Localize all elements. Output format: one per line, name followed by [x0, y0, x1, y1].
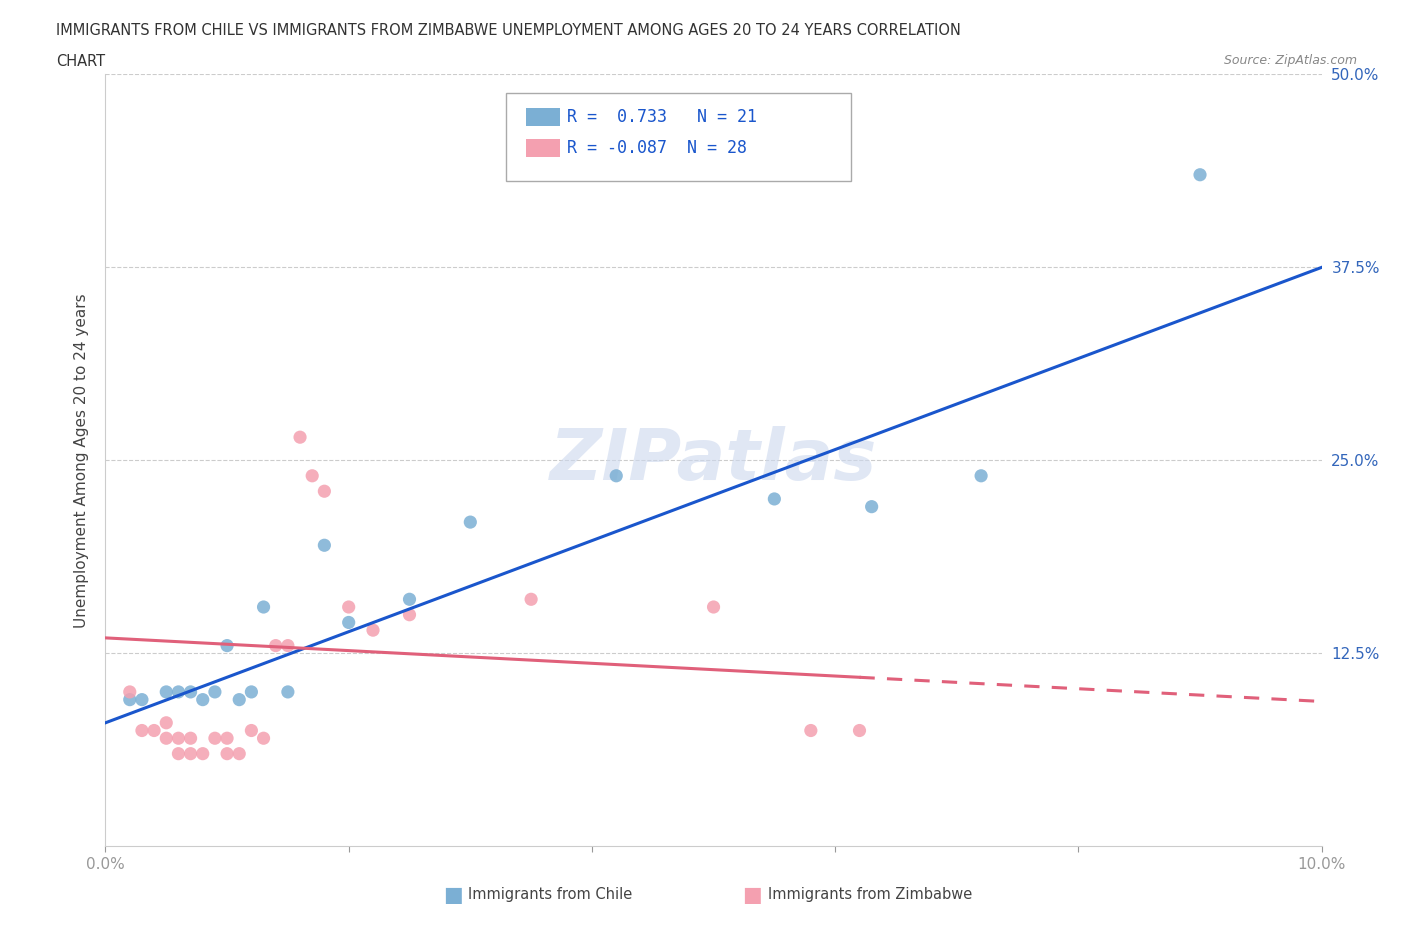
Point [143, 724, 166, 738]
Point [252, 731, 274, 746]
Point [458, 514, 481, 529]
Point [167, 731, 190, 746]
Point [398, 591, 420, 606]
Point [301, 469, 323, 484]
Text: ■: ■ [443, 884, 463, 905]
Point [277, 638, 299, 653]
Point [180, 746, 202, 761]
Text: IMMIGRANTS FROM CHILE VS IMMIGRANTS FROM ZIMBABWE UNEMPLOYMENT AMONG AGES 20 TO : IMMIGRANTS FROM CHILE VS IMMIGRANTS FROM… [56, 23, 962, 38]
Point [118, 692, 141, 707]
Point [191, 692, 214, 707]
Point [167, 746, 190, 761]
Point [217, 638, 239, 653]
Point [763, 492, 786, 507]
Y-axis label: Unemployment Among Ages 20 to 24 years: Unemployment Among Ages 20 to 24 years [75, 293, 90, 628]
Point [228, 746, 250, 761]
Text: R = -0.087  N = 28: R = -0.087 N = 28 [567, 139, 747, 157]
Point [314, 484, 336, 498]
Point [204, 731, 226, 746]
Point [860, 499, 883, 514]
Point [191, 746, 214, 761]
Point [264, 638, 287, 653]
Point [1188, 167, 1211, 182]
Point [155, 731, 177, 746]
Point [131, 692, 153, 707]
Text: ■: ■ [742, 884, 762, 905]
Point [155, 684, 177, 699]
Text: Source: ZipAtlas.com: Source: ZipAtlas.com [1223, 54, 1357, 67]
Point [240, 724, 263, 738]
Point [217, 731, 239, 746]
Point [288, 430, 311, 445]
Point [240, 684, 263, 699]
Point [337, 615, 360, 630]
Text: R =  0.733   N = 21: R = 0.733 N = 21 [567, 108, 756, 126]
Point [314, 538, 336, 552]
Text: Immigrants from Chile: Immigrants from Chile [468, 887, 633, 902]
Point [204, 684, 226, 699]
Point [520, 591, 543, 606]
Point [361, 623, 384, 638]
Text: Immigrants from Zimbabwe: Immigrants from Zimbabwe [768, 887, 972, 902]
Point [277, 684, 299, 699]
Point [800, 724, 823, 738]
Text: CHART: CHART [56, 54, 105, 69]
Point [398, 607, 420, 622]
Point [217, 746, 239, 761]
Point [155, 715, 177, 730]
Point [605, 469, 627, 484]
Point [702, 600, 725, 615]
Point [848, 724, 870, 738]
Point [180, 684, 202, 699]
Point [167, 684, 190, 699]
Point [131, 724, 153, 738]
Point [118, 684, 141, 699]
Point [337, 600, 360, 615]
Point [180, 731, 202, 746]
Text: ZIPatlas: ZIPatlas [550, 426, 877, 495]
Point [970, 469, 993, 484]
Point [228, 692, 250, 707]
Point [252, 600, 274, 615]
